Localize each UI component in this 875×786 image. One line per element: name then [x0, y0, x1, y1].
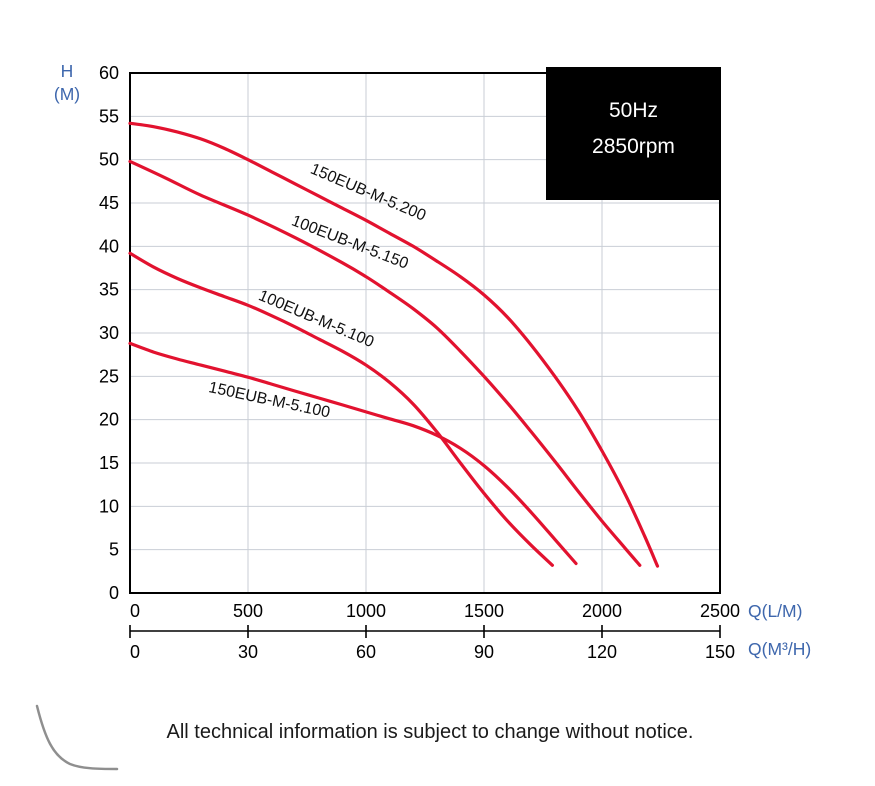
x-axis-tick-label: 500 [233, 601, 263, 621]
y-axis-tick-label: 50 [99, 150, 119, 170]
pump-curve [128, 121, 660, 568]
y-axis-tick-label: 35 [99, 280, 119, 300]
curve-label: 150EUB-M-5.100 [207, 379, 332, 421]
x2-axis-tick-label: 90 [474, 642, 494, 662]
y-axis-title-symbol: H [60, 61, 74, 81]
curve-label: 150EUB-M-5.200 [308, 161, 429, 225]
y-axis-tick-label: 25 [99, 366, 119, 386]
curve-label: 100EUB-M-5.100 [256, 287, 377, 351]
y-axis-tick-label: 55 [99, 106, 119, 126]
y-axis-tick-label: 5 [109, 540, 119, 560]
x-axis-title-m3h: Q(M³/H) [748, 639, 812, 659]
pump-curve [128, 341, 578, 566]
footer-disclaimer: All technical information is subject to … [166, 721, 694, 743]
y-axis-tick-label: 60 [99, 63, 119, 83]
y-axis-title-unit: (M) [53, 84, 81, 104]
pump-curve [128, 159, 642, 567]
x2-axis-tick-label: 60 [356, 642, 376, 662]
x-axis-tick-label: 1500 [464, 601, 504, 621]
frequency-info-box: 50Hz 2850rpm [546, 67, 721, 200]
x-axis-tick-label: 2500 [700, 601, 740, 621]
corner-swoosh [35, 704, 119, 771]
rpm-value: 2850rpm [592, 135, 675, 158]
x-axis-tick-label: 0 [130, 601, 140, 621]
x-axis-title-lm: Q(L/M) [748, 601, 803, 621]
y-axis-tick-label: 30 [99, 323, 119, 343]
y-axis-tick-label: 45 [99, 193, 119, 213]
y-axis-tick-label: 10 [99, 496, 119, 516]
y-axis-tick-label: 40 [99, 236, 119, 256]
y-axis-tick-label: 15 [99, 453, 119, 473]
frequency-value: 50Hz [608, 99, 659, 122]
x2-axis-tick-label: 0 [130, 642, 140, 662]
x-axis-tick-label: 2000 [582, 601, 622, 621]
y-axis-tick-label: 0 [109, 583, 119, 603]
x-axis-tick-label: 1000 [346, 601, 386, 621]
x2-axis-tick-label: 30 [238, 642, 258, 662]
pump-curve [128, 251, 554, 567]
y-axis-title: H (M) [44, 60, 90, 106]
y-axis-tick-label: 20 [99, 410, 119, 430]
corner-swoosh-line [35, 704, 119, 771]
x2-axis-tick-label: 150 [705, 642, 735, 662]
plot-border [129, 72, 721, 594]
x2-axis-tick-label: 120 [587, 642, 617, 662]
